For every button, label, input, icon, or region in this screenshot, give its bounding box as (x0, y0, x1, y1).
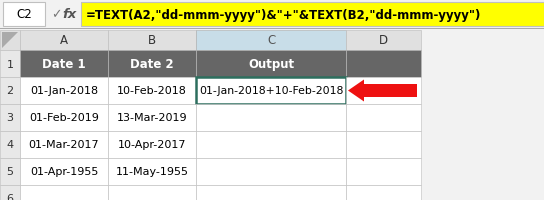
Bar (108, 78, 196, 104)
Text: A: A (60, 34, 68, 47)
Bar (346, 104, 421, 131)
Bar (108, 158, 196, 185)
Text: 01-Apr-1955: 01-Apr-1955 (30, 167, 98, 177)
Text: =TEXT(A2,"dd-mmm-yyyy")&"+"&TEXT(B2,"dd-mmm-yyyy"): =TEXT(A2,"dd-mmm-yyyy")&"+"&TEXT(B2,"dd-… (86, 8, 481, 21)
Bar (20, 131, 108, 158)
Bar (81, 3, 544, 27)
Bar (20, 78, 108, 104)
Bar (346, 158, 421, 185)
Bar (3, 3, 45, 27)
Text: C: C (267, 34, 275, 47)
Bar (196, 185, 346, 200)
Bar (20, 185, 108, 200)
Bar (0, 158, 20, 185)
Bar (0, 51, 20, 78)
Bar (196, 31, 346, 51)
Text: Date 1: Date 1 (42, 58, 86, 71)
Bar (0, 0, 544, 30)
Text: 3: 3 (7, 113, 14, 123)
Text: fx: fx (62, 8, 76, 21)
Bar (196, 78, 346, 104)
Bar (346, 131, 421, 158)
Bar (108, 104, 196, 131)
Bar (0, 31, 20, 51)
Text: B: B (148, 34, 156, 47)
Text: 10-Feb-2018: 10-Feb-2018 (117, 86, 187, 96)
Text: 2: 2 (7, 86, 14, 96)
Bar (20, 104, 108, 131)
Bar (0, 131, 20, 158)
Text: 13-Mar-2019: 13-Mar-2019 (116, 113, 187, 123)
Bar (196, 104, 346, 131)
Bar (108, 185, 196, 200)
Bar (196, 158, 346, 185)
Bar (0, 104, 20, 131)
Text: 4: 4 (7, 140, 14, 150)
Bar (108, 131, 196, 158)
Bar (108, 51, 196, 78)
Text: 01-Jan-2018: 01-Jan-2018 (30, 86, 98, 96)
Text: ✓: ✓ (51, 8, 61, 21)
Bar (0, 29, 544, 30)
Bar (346, 31, 421, 51)
Bar (346, 185, 421, 200)
Text: Output: Output (248, 58, 294, 71)
Text: 1: 1 (7, 59, 14, 69)
Text: 5: 5 (7, 167, 14, 177)
Bar (0, 185, 20, 200)
Bar (108, 31, 196, 51)
Bar (0, 78, 20, 104)
Bar (20, 31, 108, 51)
Text: 10-Apr-2017: 10-Apr-2017 (118, 140, 186, 150)
Text: 6: 6 (7, 194, 14, 200)
Polygon shape (2, 33, 18, 49)
Text: 01-Mar-2017: 01-Mar-2017 (29, 140, 100, 150)
Bar (346, 51, 421, 78)
Text: C2: C2 (16, 8, 32, 21)
Text: D: D (379, 34, 388, 47)
Bar (346, 78, 421, 104)
Bar (20, 158, 108, 185)
Bar (20, 51, 108, 78)
Bar (196, 51, 346, 78)
Text: 11-May-1955: 11-May-1955 (115, 167, 189, 177)
FancyArrow shape (348, 80, 417, 102)
Text: 01-Jan-2018+10-Feb-2018: 01-Jan-2018+10-Feb-2018 (199, 86, 343, 96)
Text: Date 2: Date 2 (130, 58, 174, 71)
Text: 01-Feb-2019: 01-Feb-2019 (29, 113, 99, 123)
Bar (196, 131, 346, 158)
